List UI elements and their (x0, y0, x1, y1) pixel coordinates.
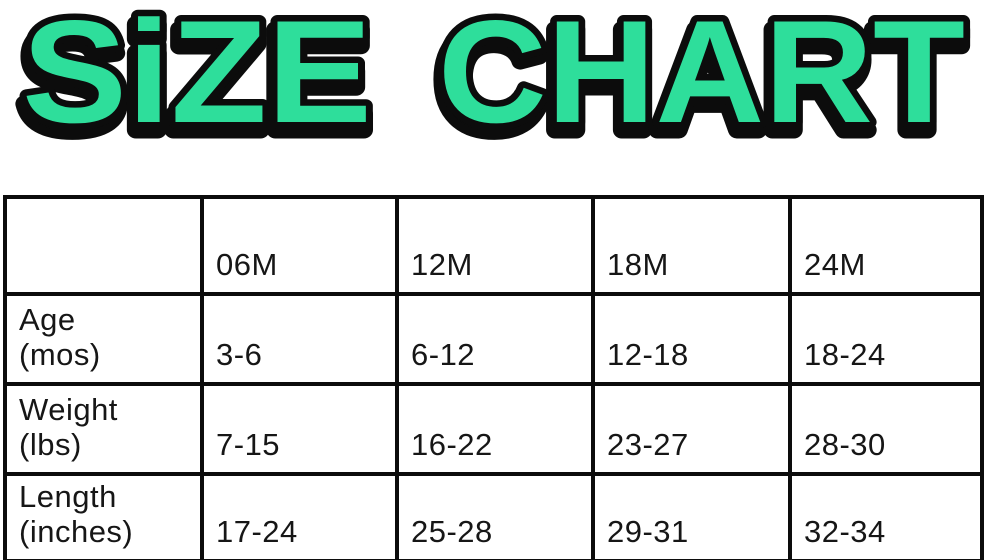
table-cell: 17-24 (200, 472, 399, 560)
row-label-length: Length (inches) (3, 472, 204, 560)
table-cell: 23-27 (591, 382, 792, 476)
row-label-line2: (inches) (19, 514, 134, 549)
title-word1-shadow: SiZE (20, 0, 370, 161)
page-title: SiZE CHART SiZE CHART (12, 0, 972, 170)
title-word2-shadow: CHART (436, 0, 963, 161)
table-cell: 7-15 (200, 382, 399, 476)
row-label-line1: Age (19, 302, 76, 337)
table-header-row: 06M 12M 18M 24M (3, 195, 984, 296)
title-word1: SiZE (22, 0, 372, 153)
column-header-24m: 24M (788, 195, 984, 296)
column-header-18m: 18M (591, 195, 792, 296)
table-cell: 12-18 (591, 292, 792, 386)
table-row-age: Age (mos) 3-6 6-12 12-18 18-24 (3, 292, 984, 386)
row-label-age: Age (mos) (3, 292, 204, 386)
table-cell: 16-22 (395, 382, 595, 476)
table-cell: 25-28 (395, 472, 595, 560)
table-row-weight: Weight (lbs) 7-15 16-22 23-27 28-30 (3, 382, 984, 476)
corner-cell (3, 195, 204, 296)
row-label-line2: (lbs) (19, 427, 82, 462)
column-header-06m: 06M (200, 195, 399, 296)
column-header-12m: 12M (395, 195, 595, 296)
table-cell: 18-24 (788, 292, 984, 386)
table-cell: 3-6 (200, 292, 399, 386)
table-cell: 29-31 (591, 472, 792, 560)
table-cell: 28-30 (788, 382, 984, 476)
size-table: 06M 12M 18M 24M Age (mos) 3-6 6-12 12-18… (3, 195, 984, 560)
title-word2: CHART (438, 0, 965, 153)
table-row-length: Length (inches) 17-24 25-28 29-31 32-34 (3, 472, 984, 560)
table-cell: 6-12 (395, 292, 595, 386)
row-label-line1: Length (19, 479, 117, 514)
row-label-line2: (mos) (19, 337, 101, 372)
row-label-weight: Weight (lbs) (3, 382, 204, 476)
table-cell: 32-34 (788, 472, 984, 560)
row-label-line1: Weight (19, 392, 118, 427)
